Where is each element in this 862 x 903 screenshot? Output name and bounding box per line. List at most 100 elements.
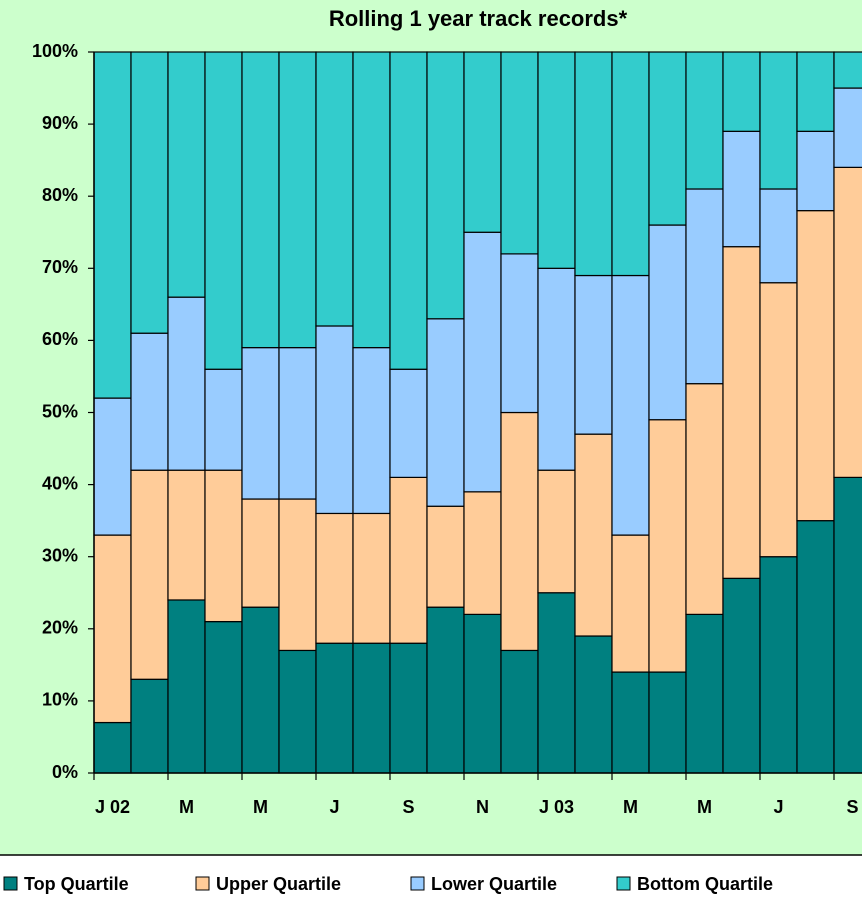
x-tick-label: J 02 [95,797,130,817]
bar-segment [648,419,687,673]
bar-segment [241,51,280,349]
x-tick-label: M [623,797,638,817]
bar-segment [463,231,502,493]
bar-segment [389,51,428,370]
bar-segment [130,469,169,680]
bar-segment [685,188,724,385]
bar-segment [537,469,576,594]
x-tick-label: M [179,797,194,817]
bar-segment [426,505,465,608]
bar-segment [574,433,613,637]
bar-segment [278,498,317,652]
y-tick-label: 40% [42,473,78,493]
bar-segment [796,520,835,774]
bar-segment [426,318,465,507]
y-tick-label: 70% [42,257,78,277]
chart-title: Rolling 1 year track records* [329,6,628,31]
bar-segment [315,642,354,774]
bar-segment [389,476,428,644]
bar-segment [722,130,761,248]
bar-segment [463,51,502,233]
y-tick-label: 30% [42,545,78,565]
bar-segment [648,671,687,774]
bar-segment [759,282,798,558]
bar-segment [796,210,835,522]
legend-swatch [410,876,425,891]
bar-segment [278,649,317,774]
bar-segment [537,267,576,471]
legend-box [0,855,862,903]
bar-segment [759,188,798,284]
bar-segment [611,534,650,673]
y-tick-label: 20% [42,618,78,638]
bar-segment [537,592,576,774]
bar-segment [722,577,761,774]
bar-segment [833,166,862,478]
bar-segment [315,51,354,327]
bar-segment [833,51,862,89]
legend-swatch [3,876,18,891]
bar-segment [278,347,317,500]
legend-label: Upper Quartile [216,874,341,894]
bar-segment [93,397,132,536]
x-tick-label: J [773,797,783,817]
bar-segment [130,332,169,471]
x-tick-label: M [253,797,268,817]
bar-segment [685,383,724,615]
y-tick-label: 90% [42,113,78,133]
legend-swatch [195,876,210,891]
bar-segment [167,599,206,774]
bar-segment [204,368,243,471]
bar-segment [611,671,650,774]
bar-segment [574,635,613,774]
bar-segment [241,606,280,774]
bar-segment [204,469,243,623]
x-tick-label: J 03 [539,797,574,817]
bar-segment [500,649,539,774]
bar-segment [463,491,502,615]
bar-segment [167,469,206,601]
bar-segment [130,678,169,774]
bar-segment [241,347,280,500]
bar-segment [93,534,132,724]
bar-segment [833,87,862,168]
y-tick-label: 10% [42,690,78,710]
legend-label: Bottom Quartile [637,874,773,894]
bar-segment [315,512,354,644]
bar-segment [500,411,539,652]
legend-label: Top Quartile [24,874,129,894]
bar-segment [574,51,613,277]
y-tick-label: 60% [42,329,78,349]
bar-segment [130,51,169,334]
y-tick-label: 0% [52,762,78,782]
bar-segment [611,274,650,536]
bar-segment [167,296,206,471]
bar-segment [796,130,835,212]
bar-segment [500,51,539,255]
bar-segment [537,51,576,269]
bar-segment [611,51,650,277]
legend-swatch [616,876,631,891]
bar-segment [648,51,687,226]
y-tick-label: 80% [42,185,78,205]
bar-segment [204,620,243,774]
x-tick-label: S [402,797,414,817]
bar-segment [463,613,502,774]
bar-segment [759,556,798,774]
bar-segment [389,642,428,774]
bar-segment [426,606,465,774]
y-tick-label: 100% [32,41,78,61]
x-tick-label: M [697,797,712,817]
bar-segment [722,246,761,579]
x-tick-label: S [846,797,858,817]
bar-segment [352,347,391,515]
x-tick-label: N [476,797,489,817]
legend-label: Lower Quartile [431,874,557,894]
bar-segment [93,721,132,774]
y-tick-label: 50% [42,401,78,421]
x-tick-label: J [329,797,339,817]
bar-segment [685,613,724,774]
bar-segment [352,512,391,644]
bar-segment [722,51,761,132]
bar-segment [204,51,243,370]
